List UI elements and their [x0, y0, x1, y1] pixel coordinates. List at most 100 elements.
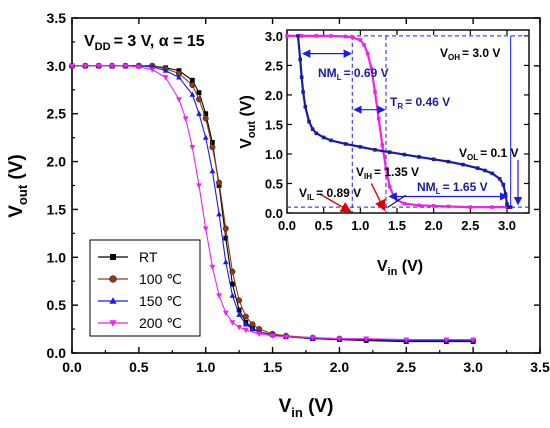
- main-data-point: [256, 331, 263, 337]
- inset-x-axis-title: Vin (V): [377, 258, 423, 278]
- inset-x-tick-label: 0.5: [315, 218, 333, 233]
- legend-item: 200 ℃: [98, 315, 182, 331]
- main-data-point: [182, 116, 189, 122]
- inset-data-point: [483, 168, 487, 173]
- main-data-point: [162, 67, 169, 73]
- annotation-vih: VIH = 1.35 V: [356, 165, 419, 181]
- main-data-point: [403, 337, 410, 343]
- inset-data-point: [362, 42, 366, 47]
- inset-x-tick-label: 2.0: [425, 218, 443, 233]
- inset-y-axis-title: Vout (V): [238, 95, 258, 149]
- legend-marker: [109, 320, 117, 327]
- inset-data-point: [351, 35, 355, 40]
- inset-data-point: [417, 203, 421, 208]
- inset-data-point: [508, 205, 513, 209]
- main-x-tick-label: 1.0: [196, 359, 216, 375]
- main-data-point: [149, 67, 156, 73]
- main-x-tick-label: 3.5: [530, 359, 550, 375]
- main-data-point: [363, 336, 370, 342]
- main-data-point: [189, 77, 195, 83]
- annotation-nml-top: NML = 0.69 V: [318, 66, 389, 82]
- legend: RT 100 ℃ 150 ℃ 200 ℃: [89, 239, 201, 337]
- inset-data-point: [384, 166, 388, 171]
- inset-plot: 0.0 0.5 1.0 1.5 2.0 2.5 3.0 0.0 0.5 1.0 1.5 2.0 2.5 3…: [238, 29, 530, 278]
- main-data-point: [283, 334, 289, 340]
- inset-data-point: [431, 204, 436, 208]
- main-data-point: [269, 333, 276, 339]
- annotation-voh: VOH = 3.0 V: [440, 46, 500, 62]
- main-data-point: [229, 292, 236, 298]
- main-series-line: [72, 65, 474, 341]
- main-data-point: [236, 307, 242, 313]
- main-data-point: [223, 235, 229, 241]
- main-data-point: [202, 134, 209, 140]
- inset-data-point: [329, 34, 333, 38]
- inset-data-point: [329, 138, 333, 143]
- inset-y-tick-label: 1.5: [265, 117, 283, 132]
- inset-guide-lines: [287, 35, 529, 213]
- annotation-nml-bottom: NML = 1.65 V: [417, 180, 488, 196]
- main-data-point: [209, 144, 216, 151]
- inset-data-point: [503, 192, 508, 196]
- inset-data-point: [497, 176, 502, 181]
- inset-data-point: [380, 143, 385, 147]
- inset-y-tick-label: 0.0: [265, 206, 283, 221]
- inset-data-point: [475, 166, 480, 170]
- main-data-point: [162, 75, 169, 81]
- inset-data-point: [365, 51, 370, 56]
- main-data-point: [443, 337, 450, 343]
- main-plot: 0.0 0.5 1.0 1.5 2.0 2.5 3.0 3.5 0.0 0.5 1.0 1.5 2.0 2…: [6, 10, 550, 420]
- main-data-point: [222, 225, 229, 232]
- main-y-tick-label: 0.0: [47, 345, 67, 361]
- main-data-point: [109, 63, 115, 69]
- inset-data-point: [501, 182, 506, 187]
- main-data-point: [309, 335, 316, 341]
- inset-data-point: [373, 90, 377, 94]
- main-data-point: [242, 313, 249, 320]
- main-series-3: [69, 63, 477, 343]
- main-axis-ticks: 0.0 0.5 1.0 1.5 2.0 2.5 3.0 3.5 0.0 0.5 1.0 1.5 2.0 2…: [47, 10, 550, 375]
- vil-arrow: [319, 193, 353, 213]
- inset-data-point: [373, 148, 377, 152]
- main-x-axis-title: Vin (V): [279, 396, 334, 420]
- main-data-point: [242, 321, 249, 327]
- main-data-point: [176, 74, 182, 80]
- main-data-point: [216, 211, 222, 217]
- inset-data-point: [387, 150, 392, 154]
- main-data-point: [189, 91, 196, 97]
- main-data-point: [336, 336, 343, 342]
- main-x-tick-label: 3.0: [463, 359, 483, 375]
- main-data-point: [202, 115, 209, 122]
- inset-x-tick-label: 2.5: [461, 218, 479, 233]
- main-data-point: [470, 337, 477, 343]
- main-data-point: [229, 320, 236, 326]
- main-data-point: [69, 63, 75, 69]
- inset-data-point: [461, 162, 465, 167]
- inset-y-tick-label: 0.5: [265, 176, 283, 191]
- main-data-point: [189, 82, 196, 88]
- inset-data-point: [303, 104, 308, 109]
- inset-axis-ticks: 0.0 0.5 1.0 1.5 2.0 2.5 3.0 0.0 0.5 1.0 1.5 2.0 2.5 3…: [265, 29, 529, 233]
- inset-data-point: [299, 34, 304, 38]
- inset-y-tick-label: 2.0: [265, 88, 283, 103]
- legend-marker: [109, 297, 117, 304]
- main-data-point: [249, 325, 256, 332]
- legend-item: 100 ℃: [98, 271, 182, 287]
- inset-data-point: [490, 171, 495, 176]
- main-data-point: [196, 90, 202, 96]
- legend-label: RT: [139, 249, 158, 265]
- inset-data-point: [314, 34, 319, 38]
- inset-data-point: [285, 34, 289, 38]
- annotation-vil: VIL = 0.89 V: [299, 186, 361, 202]
- inset-data-point: [301, 90, 305, 94]
- inset-data-point: [431, 157, 436, 162]
- inset-arrows: [301, 49, 523, 213]
- main-data-point: [176, 97, 182, 103]
- inset-data-point: [358, 38, 363, 42]
- main-data-point: [230, 281, 235, 287]
- main-data-point: [209, 168, 216, 174]
- inset-series-1: [296, 34, 513, 209]
- main-y-tick-label: 2.0: [47, 154, 67, 170]
- inset-x-tick-label: 1.5: [388, 218, 406, 233]
- main-data-point: [95, 63, 102, 69]
